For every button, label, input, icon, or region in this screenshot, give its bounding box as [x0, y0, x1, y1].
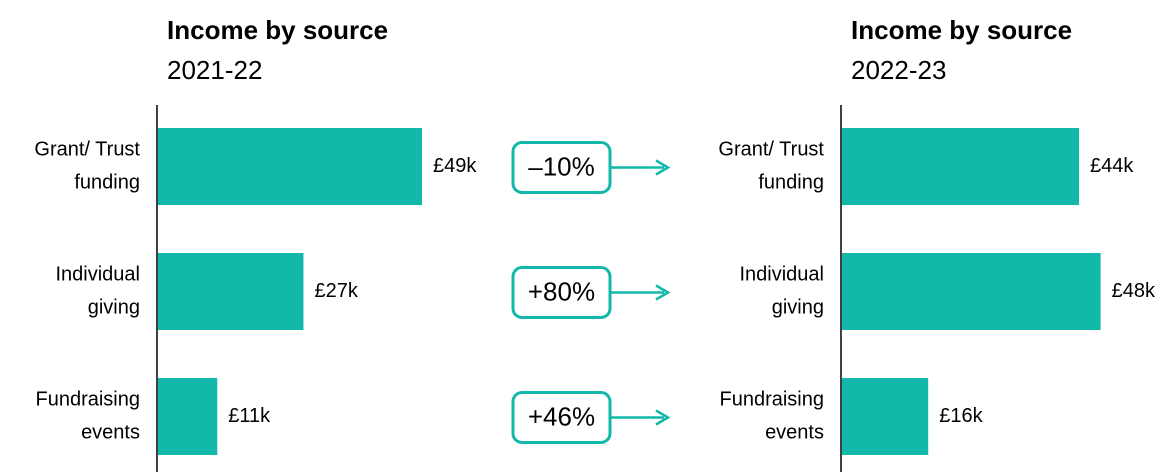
category-label: Individual — [739, 263, 824, 285]
arrow-head — [655, 409, 671, 426]
bar — [158, 253, 304, 330]
bar — [158, 128, 422, 205]
change-label: –10% — [528, 151, 595, 181]
category-label: funding — [758, 171, 824, 193]
bar — [842, 253, 1101, 330]
value-label: £27k — [314, 280, 358, 302]
bar — [842, 378, 929, 455]
change-badge — [511, 141, 612, 194]
value-label: £44k — [1090, 155, 1134, 177]
category-label: Fundraising — [35, 388, 140, 410]
chart-subtitle: 2021-22 — [167, 55, 262, 85]
change-badge — [511, 391, 612, 444]
change-label: +80% — [528, 276, 595, 306]
category-label: giving — [88, 296, 140, 318]
category-label: events — [765, 421, 824, 443]
category-label: funding — [74, 171, 140, 193]
change-label: +46% — [528, 401, 595, 431]
category-label: Grant/ Trust — [34, 138, 140, 160]
chart-title: Income by source — [167, 15, 388, 45]
value-label: £48k — [1112, 280, 1156, 302]
value-label: £11k — [228, 405, 271, 427]
category-label: Individual — [55, 263, 140, 285]
change-badge — [511, 266, 612, 319]
chart-title: Income by source — [851, 15, 1072, 45]
value-label: £49k — [433, 155, 477, 177]
category-label: Fundraising — [719, 388, 824, 410]
arrow-head — [655, 159, 671, 176]
chart-subtitle: 2022-23 — [851, 55, 946, 85]
value-label: £16k — [939, 405, 983, 427]
bar — [842, 128, 1080, 205]
arrow-head — [655, 284, 671, 301]
category-label: events — [81, 421, 140, 443]
category-label: giving — [772, 296, 824, 318]
category-label: Grant/ Trust — [718, 138, 824, 160]
bar — [158, 378, 218, 455]
